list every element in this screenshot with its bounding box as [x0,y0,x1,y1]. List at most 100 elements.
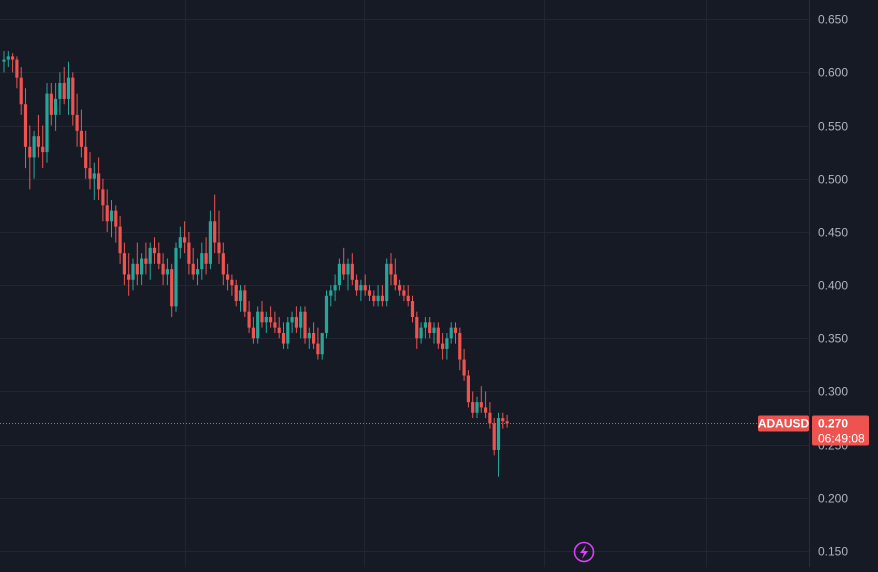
candle-body [312,332,316,344]
candle [208,210,212,270]
candle [109,199,114,238]
candle [247,301,251,333]
candle-body [92,173,96,179]
candle [191,247,195,280]
candle-body [135,263,139,275]
candle [333,274,337,302]
candle-body [45,93,49,153]
candle-body [264,317,268,323]
candle-body [183,237,187,243]
candle [187,231,191,275]
candle [200,242,204,280]
candle-body [226,274,230,280]
candle [436,322,440,349]
candle-body [49,93,53,115]
candle [45,82,49,163]
candle-body [299,311,303,328]
candle [178,226,182,259]
candle-body [66,77,71,99]
symbol-text: ADAUSD [758,417,810,431]
candle [114,205,118,243]
candle-body [496,418,501,450]
candle [281,322,286,349]
candle [355,274,359,296]
candle [367,285,372,302]
candle-body [174,247,178,307]
candle [213,194,217,254]
candle-body [393,274,397,286]
candle [234,279,238,307]
candle [230,274,234,296]
candle-body [109,210,114,222]
candle [144,242,148,275]
candle [312,322,316,349]
candle-body [247,311,251,328]
candle-body [6,56,10,60]
candle [269,306,273,328]
candle [92,162,96,200]
candle-body [2,59,6,62]
candle [376,285,380,307]
candle [127,253,131,296]
candle [41,125,45,169]
candle [385,258,389,307]
candle-body [385,263,389,302]
candle [221,242,225,286]
candle [441,332,445,360]
candle [23,88,28,169]
candle [71,72,75,126]
countdown-text: 06:49:08 [818,432,865,446]
candle-body [170,269,174,307]
candle [449,322,453,344]
candle-body [88,168,92,179]
candle [135,242,139,286]
y-tick-label: 0.350 [818,332,848,346]
candle [475,396,479,419]
candle-body [286,322,290,344]
candle-body [303,311,307,339]
candle [256,306,260,344]
candle-body [307,332,311,339]
candle [75,93,79,147]
candle-body [290,317,294,323]
candle-body [54,98,58,115]
candle-body [484,407,488,413]
candle [195,258,200,286]
candle [363,274,367,296]
candle [148,242,152,280]
candle-body [131,263,135,280]
candle-body [221,253,225,275]
candle [62,67,66,105]
candle-body [217,242,221,254]
candle [432,322,436,344]
flash-icon[interactable] [573,541,595,563]
y-tick-label: 0.450 [818,226,848,240]
candle [238,285,243,312]
candle-body [479,402,483,408]
candle-body [234,285,238,302]
candle-body [367,290,372,296]
candle-body [213,221,217,243]
candle-body [355,279,359,291]
candle-body [11,56,15,60]
candle [226,263,230,291]
candle [398,279,402,296]
candle-body [423,322,427,328]
candle-body [376,295,380,302]
candle [286,317,290,349]
candle-body [419,327,423,339]
candle-body [359,285,363,291]
candle-body [62,82,66,99]
candle-body [187,242,191,264]
candle [406,285,410,307]
candle-body [84,146,88,169]
candle [49,82,53,126]
candle-body [471,402,475,413]
candle [402,285,406,302]
candle-body [449,327,453,339]
candle-body [428,322,432,333]
candle [337,258,341,291]
candle-body [208,221,212,264]
